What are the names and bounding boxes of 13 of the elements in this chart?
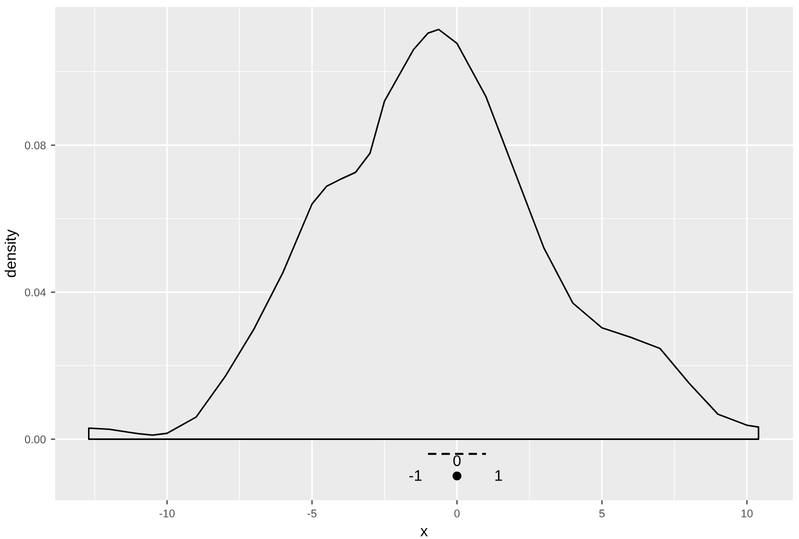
x-tick-label: 10 [742, 510, 753, 518]
x-tick-label: 5 [599, 510, 605, 518]
annotation: 1 [495, 470, 502, 481]
y-axis-title: density [4, 229, 19, 278]
annotation: -1 [409, 470, 422, 481]
y-tick-label: 0.00 [24, 435, 46, 444]
y-tick-label: 0.04 [24, 288, 46, 296]
x-tick-label: -10 [160, 510, 175, 518]
x-tick-label: -5 [308, 510, 316, 518]
y-tick-label: 0.08 [24, 141, 46, 150]
annotation: 0 [453, 455, 461, 466]
x-tick-label: 0 [454, 510, 460, 518]
x-axis-title: x [420, 528, 428, 536]
